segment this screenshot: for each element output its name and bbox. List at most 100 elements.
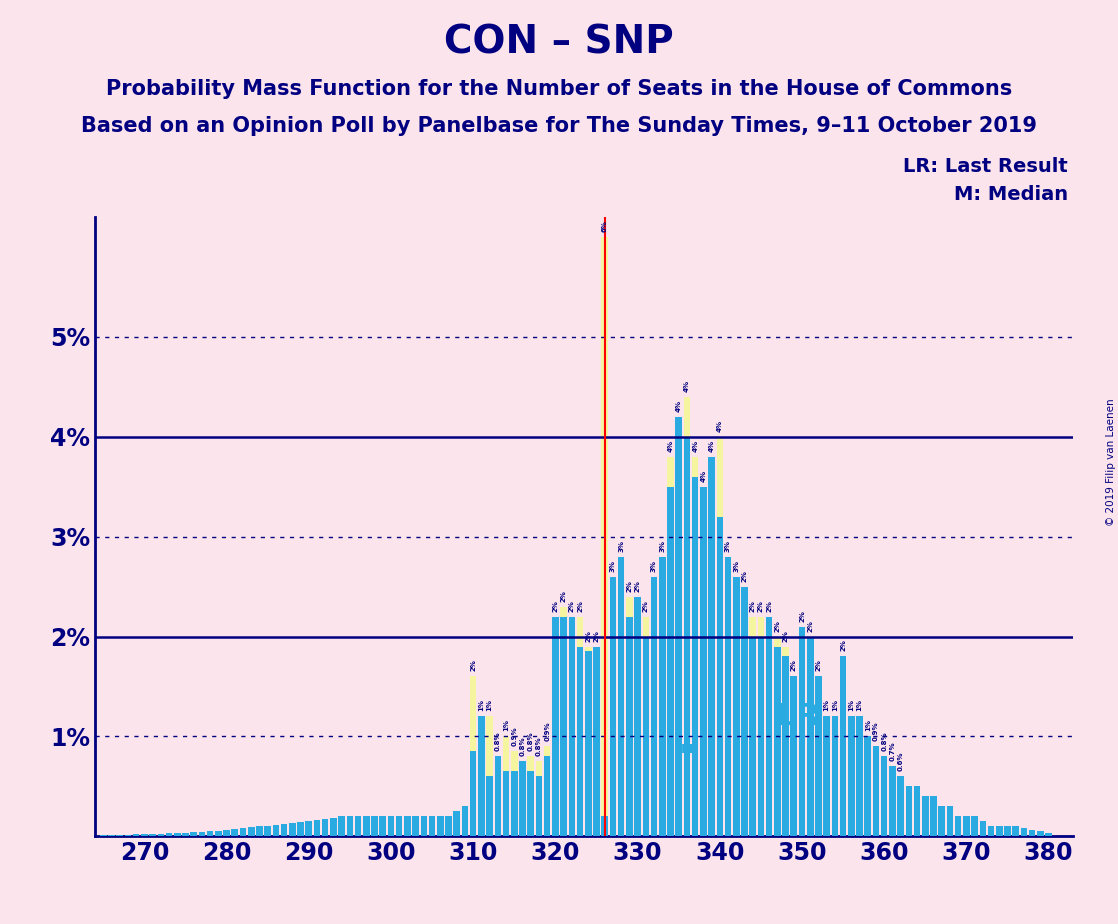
Bar: [864, 736, 871, 836]
Bar: [873, 747, 879, 836]
Bar: [290, 823, 295, 836]
Bar: [913, 786, 920, 836]
Bar: [190, 833, 197, 836]
Text: 4%: 4%: [667, 440, 673, 452]
Bar: [133, 834, 140, 836]
Bar: [692, 456, 699, 836]
Bar: [199, 833, 206, 836]
Bar: [371, 816, 378, 836]
Bar: [683, 397, 690, 836]
Bar: [922, 796, 929, 836]
Bar: [330, 819, 337, 836]
Bar: [873, 747, 879, 836]
Bar: [717, 437, 723, 836]
Bar: [709, 477, 714, 836]
Bar: [330, 819, 337, 836]
Bar: [832, 716, 838, 836]
Bar: [511, 751, 518, 836]
Bar: [667, 487, 674, 836]
Bar: [158, 834, 164, 836]
Bar: [182, 833, 189, 836]
Bar: [849, 716, 854, 836]
Bar: [618, 556, 625, 836]
Text: 2%: 2%: [815, 660, 822, 672]
Text: 4%: 4%: [717, 419, 723, 432]
Bar: [1004, 826, 1011, 836]
Text: 2%: 2%: [758, 600, 764, 612]
Text: 2%: 2%: [577, 600, 584, 612]
Bar: [379, 816, 386, 836]
Bar: [124, 835, 131, 836]
Bar: [643, 616, 650, 836]
Bar: [528, 772, 534, 836]
Bar: [577, 647, 584, 836]
Bar: [305, 821, 312, 836]
Bar: [963, 816, 969, 836]
Text: 0.8%: 0.8%: [520, 736, 525, 757]
Bar: [955, 816, 961, 836]
Text: 2%: 2%: [626, 579, 633, 591]
Bar: [913, 786, 920, 836]
Bar: [700, 487, 707, 836]
Bar: [766, 616, 773, 836]
Bar: [108, 835, 115, 836]
Bar: [511, 772, 518, 836]
Text: 2%: 2%: [585, 629, 591, 641]
Bar: [963, 816, 969, 836]
Bar: [224, 831, 230, 836]
Bar: [174, 833, 180, 836]
Bar: [988, 826, 994, 836]
Bar: [988, 826, 994, 836]
Text: 3%: 3%: [618, 540, 624, 552]
Bar: [354, 816, 361, 836]
Bar: [519, 766, 525, 836]
Text: 0.9%: 0.9%: [873, 722, 879, 741]
Bar: [339, 816, 345, 836]
Bar: [470, 676, 476, 836]
Bar: [100, 835, 106, 836]
Bar: [150, 834, 155, 836]
Bar: [543, 747, 550, 836]
Bar: [1013, 826, 1018, 836]
Bar: [659, 577, 665, 836]
Bar: [437, 816, 444, 836]
Bar: [297, 822, 304, 836]
Bar: [643, 637, 650, 836]
Bar: [601, 237, 608, 836]
Bar: [634, 616, 641, 836]
Bar: [1029, 831, 1035, 836]
Bar: [396, 816, 402, 836]
Bar: [141, 834, 148, 836]
Bar: [494, 776, 501, 836]
Bar: [626, 597, 633, 836]
Bar: [1021, 828, 1027, 836]
Text: M: Median: M: Median: [954, 185, 1068, 204]
Bar: [585, 647, 591, 836]
Bar: [741, 587, 748, 836]
Text: 2%: 2%: [471, 660, 476, 672]
Bar: [256, 826, 263, 836]
Bar: [116, 835, 123, 836]
Bar: [683, 437, 690, 836]
Bar: [420, 816, 427, 836]
Text: 4%: 4%: [692, 440, 698, 452]
Bar: [494, 757, 501, 836]
Bar: [856, 716, 863, 836]
Bar: [322, 820, 329, 836]
Bar: [413, 816, 419, 836]
Bar: [700, 487, 707, 836]
Text: 1%: 1%: [486, 699, 493, 711]
Text: 2%: 2%: [790, 660, 797, 672]
Bar: [290, 823, 295, 836]
Bar: [347, 816, 353, 836]
Bar: [823, 716, 830, 836]
Bar: [823, 716, 830, 836]
Bar: [528, 757, 534, 836]
Bar: [609, 577, 616, 836]
Bar: [947, 807, 954, 836]
Bar: [930, 796, 937, 836]
Bar: [379, 816, 386, 836]
Bar: [486, 716, 493, 836]
Bar: [667, 456, 674, 836]
Bar: [709, 456, 714, 836]
